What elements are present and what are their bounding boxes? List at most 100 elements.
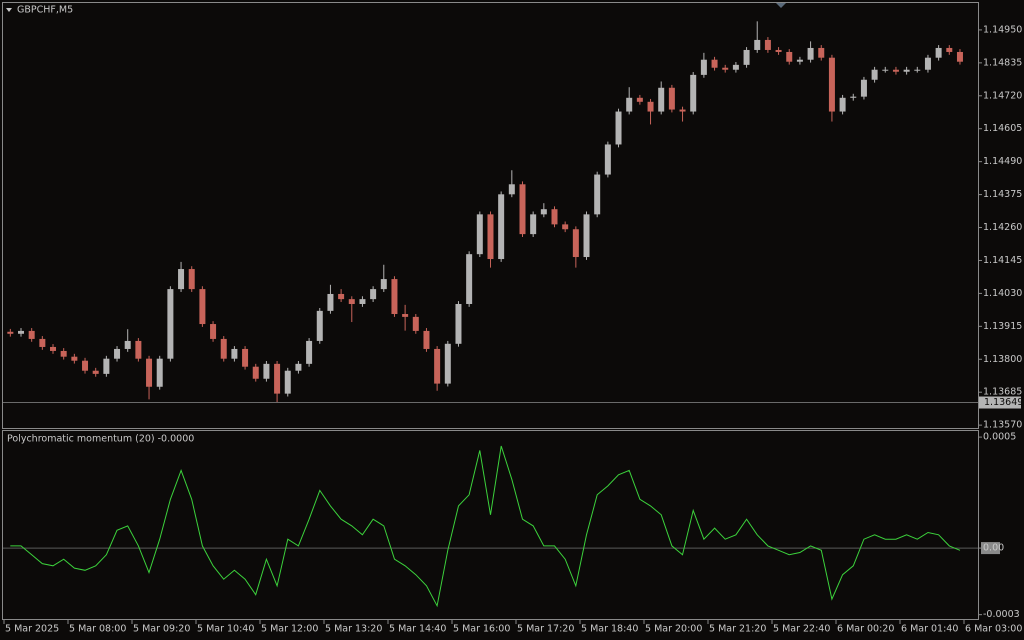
candle-body xyxy=(114,348,121,359)
candle-body xyxy=(732,64,739,70)
candle-body xyxy=(146,358,153,387)
candle-body xyxy=(679,109,686,112)
y-tick-label: -0.0003 xyxy=(983,609,1020,620)
candle-body xyxy=(860,79,867,97)
candle-body xyxy=(306,340,313,364)
candle-body xyxy=(28,330,35,339)
indicator-title: Polychromatic momentum (20) -0.0000 xyxy=(7,434,194,445)
candle-body xyxy=(263,363,270,379)
x-tick-label: 5 Mar 17:20 xyxy=(517,624,574,635)
candle-body xyxy=(636,97,643,102)
candle-body xyxy=(764,39,771,50)
y-tick-label: 1.14720 xyxy=(983,90,1022,101)
candle-body xyxy=(348,299,355,304)
candle-body xyxy=(615,111,622,145)
candle-body xyxy=(700,59,707,75)
y-tick-label: 1.14835 xyxy=(983,57,1022,68)
y-tick-label: 1.14605 xyxy=(983,123,1022,134)
x-tick-label: 5 Mar 14:40 xyxy=(389,624,446,635)
x-tick-label: 5 Mar 08:00 xyxy=(69,624,126,635)
candle-body xyxy=(711,59,718,68)
last-price-box xyxy=(979,396,1021,409)
candle-body xyxy=(242,348,249,367)
symbol-menu-arrow[interactable] xyxy=(6,8,12,12)
y-tick-label: 1.14145 xyxy=(983,255,1022,266)
candle-body xyxy=(903,69,910,72)
candle-body xyxy=(839,97,846,112)
candle-body xyxy=(946,47,953,52)
symbol-title: GBPCHF,M5 xyxy=(17,5,73,16)
y-tick-label: 1.14375 xyxy=(983,189,1022,200)
candle-body xyxy=(754,39,761,50)
x-tick-label: 5 Mar 16:00 xyxy=(453,624,510,635)
y-tick-label: 1.13570 xyxy=(983,420,1022,431)
candle-body xyxy=(135,340,142,359)
indicator-pane-border xyxy=(2,430,979,620)
candle-body xyxy=(434,348,441,384)
candle-body xyxy=(156,358,163,387)
candle-body xyxy=(722,67,729,70)
current-value-box xyxy=(981,542,1000,555)
candle-body xyxy=(103,358,110,374)
x-tick-label: 5 Mar 13:20 xyxy=(325,624,382,635)
candle-body xyxy=(508,184,515,195)
y-tick-label: 0.0005 xyxy=(983,432,1016,443)
candle-body xyxy=(18,330,25,334)
candle-body xyxy=(252,366,259,379)
candle-body xyxy=(455,303,462,344)
candle-body xyxy=(551,209,558,225)
candle-body xyxy=(498,194,505,260)
candle-body xyxy=(274,363,281,394)
x-tick-label: 6 Mar 01:40 xyxy=(901,624,958,635)
x-tick-label: 5 Mar 12:00 xyxy=(261,624,318,635)
candle-body xyxy=(220,338,227,359)
candle-body xyxy=(327,293,334,311)
shift-marker xyxy=(776,3,786,8)
y-tick-label: 1.14950 xyxy=(983,24,1022,35)
candle-body xyxy=(178,269,185,290)
candle-body xyxy=(124,340,131,349)
candle-body xyxy=(284,370,291,394)
x-tick-label: 5 Mar 22:40 xyxy=(773,624,830,635)
y-tick-label: 1.13800 xyxy=(983,354,1022,365)
candle-body xyxy=(188,269,195,290)
x-tick-label: 5 Mar 18:40 xyxy=(581,624,638,635)
x-tick-label: 5 Mar 20:00 xyxy=(645,624,702,635)
candle-body xyxy=(519,184,526,235)
candle-body xyxy=(391,279,398,315)
candle-body xyxy=(71,356,78,361)
candle-body xyxy=(775,49,782,52)
y-tick-label: 1.14490 xyxy=(983,156,1022,167)
momentum-line xyxy=(10,445,961,608)
main-pane-border xyxy=(2,2,979,429)
candle-body xyxy=(39,338,46,347)
candle-body xyxy=(82,360,89,371)
candle-body xyxy=(786,51,793,62)
candle-body xyxy=(466,254,473,304)
candle-body xyxy=(647,101,654,112)
candle-body xyxy=(807,47,814,60)
candle-body xyxy=(380,279,387,290)
candle-body xyxy=(359,299,366,304)
candle-body xyxy=(594,174,601,215)
y-tick-label: 1.14030 xyxy=(983,288,1022,299)
candle-body xyxy=(540,209,547,215)
candle-body xyxy=(583,214,590,258)
candle-body xyxy=(199,289,206,325)
candle-body xyxy=(338,293,345,300)
candle-body xyxy=(572,229,579,258)
candle-body xyxy=(668,87,675,110)
candle-body xyxy=(882,69,889,71)
candle-body xyxy=(412,316,419,331)
candle-body xyxy=(850,96,857,98)
y-tick-label: 1.13685 xyxy=(983,387,1022,398)
candle-body xyxy=(370,289,377,300)
candle-body xyxy=(892,69,899,72)
candle-body xyxy=(935,47,942,58)
candle-body xyxy=(626,97,633,112)
candle-body xyxy=(92,370,99,374)
candle-body xyxy=(924,57,931,70)
candle-body xyxy=(818,47,825,58)
